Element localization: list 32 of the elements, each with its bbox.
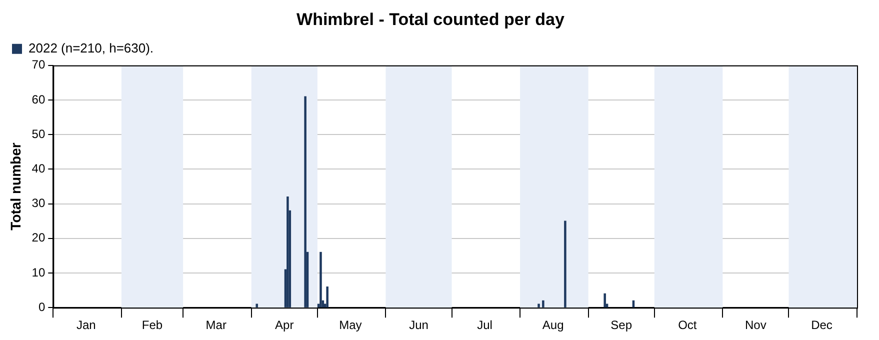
x-tick-label: Aug <box>542 318 564 332</box>
y-tick-label: 60 <box>32 92 46 106</box>
bar <box>256 304 258 308</box>
bar <box>304 96 306 308</box>
y-tick-label: 40 <box>32 162 46 176</box>
legend-label: 2022 (n=210, h=630). <box>28 40 154 56</box>
y-tick-label: 0 <box>38 300 46 314</box>
x-tick-label: Jun <box>409 318 428 332</box>
bar <box>320 252 322 308</box>
bar <box>542 300 544 308</box>
x-tick-label: Apr <box>275 318 294 332</box>
y-tick-label: 20 <box>32 230 46 245</box>
x-tick-label: Feb <box>142 318 163 332</box>
bar <box>286 196 289 308</box>
y-tick-label: 70 <box>32 58 46 72</box>
x-tick-label: May <box>339 318 362 332</box>
x-tick-label: Dec <box>811 318 832 332</box>
y-axis-title: Total number <box>7 142 24 230</box>
x-tick-label: Oct <box>678 318 698 332</box>
y-tick-label: 10 <box>32 265 46 280</box>
y-tick-label: 50 <box>32 126 46 141</box>
x-tick-label: Jul <box>477 318 492 332</box>
y-tick-label: 30 <box>32 196 46 210</box>
x-tick-label: Mar <box>206 318 226 332</box>
bar <box>538 304 540 308</box>
bar <box>326 286 328 308</box>
bar <box>564 220 566 308</box>
x-tick-label: Nov <box>745 318 766 332</box>
chart-title: Whimbrel - Total counted per day <box>296 10 565 29</box>
bar <box>604 293 606 308</box>
x-tick-label: Jan <box>76 318 96 332</box>
x-tick-label: Sep <box>610 318 632 332</box>
